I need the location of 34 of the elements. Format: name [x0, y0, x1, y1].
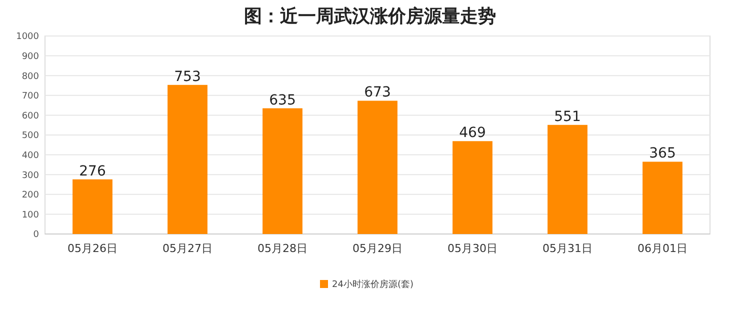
data-label: 551 [554, 108, 581, 125]
bar [452, 141, 492, 234]
y-tick-label: 1000 [16, 32, 40, 42]
x-tick-label: 05月31日 [542, 242, 592, 255]
bar [168, 84, 208, 234]
y-tick-label: 600 [22, 111, 40, 122]
legend-label: 24小时涨价房源(套) [332, 279, 414, 290]
chart-title: 图：近一周武汉涨价房源量走势 [244, 6, 496, 27]
y-tick-label: 700 [22, 92, 40, 102]
x-tick-label: 05月28日 [258, 242, 308, 255]
y-tick-label: 900 [22, 52, 40, 62]
data-label: 753 [174, 68, 201, 85]
bar [72, 179, 112, 234]
y-tick-label: 500 [22, 131, 40, 142]
bar [548, 124, 588, 234]
data-label: 635 [269, 92, 296, 108]
bar [642, 162, 682, 234]
y-tick-label: 300 [22, 170, 40, 181]
data-label: 673 [364, 84, 391, 101]
y-tick-label: 400 [22, 150, 40, 161]
y-tick-label: 200 [22, 190, 40, 201]
bar [358, 100, 398, 234]
x-tick-label: 05月26日 [68, 242, 118, 255]
data-label: 365 [649, 146, 676, 162]
y-tick-label: 0 [33, 230, 40, 240]
x-tick-label: 06月01日 [638, 242, 688, 255]
data-label: 469 [459, 125, 486, 142]
data-label: 276 [79, 163, 106, 180]
x-tick-label: 05月29日 [352, 242, 402, 255]
y-tick-label: 800 [22, 72, 40, 82]
x-tick-label: 05月30日 [448, 242, 498, 255]
x-tick-label: 05月27日 [162, 242, 212, 255]
y-tick-label: 100 [22, 210, 40, 220]
bar [262, 108, 302, 234]
